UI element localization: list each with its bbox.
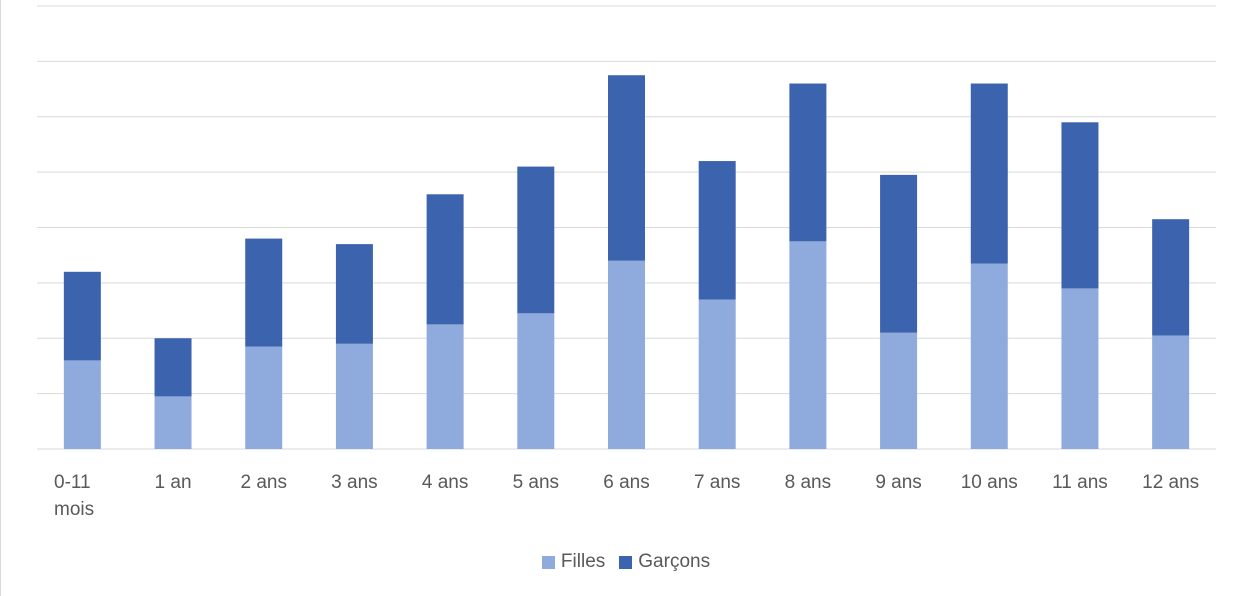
legend: Filles Garçons [0,551,1252,573]
legend-item-filles: Filles [541,551,606,573]
x-tick-label: 11 ans [1052,472,1108,493]
bar-garcons-9 [880,174,918,333]
x-tick-label: 2 ans [240,472,286,493]
bar-garcons-8 [789,83,827,242]
bar-garcons-2 [245,238,283,347]
bar-filles-8 [789,241,827,449]
bar-garcons-11 [1061,122,1099,289]
bar-garcons-7 [698,161,736,300]
stacked-bar-chart: 0-11 mois 1 an 2 ans 3 ans 4 ans 5 ans 6 ans 7 a… [37,5,1216,520]
bar-garcons-6 [608,75,645,261]
x-tick-label: 3 ans [331,472,377,493]
legend-swatch-filles [541,555,555,569]
bar-filles-4 [426,324,464,449]
bar-filles-7 [698,299,736,449]
x-tick-label: 9 ans [875,472,921,493]
legend-label-garcons: Garçons [638,551,711,572]
bar-garcons-0 [63,271,101,361]
x-tick-label: 1 an [155,472,192,493]
bar-filles-11 [1061,288,1099,449]
x-tick-label: 12 ans [1142,472,1199,493]
x-tick-label: 0-11 mois [54,472,94,520]
bar-filles-10 [970,263,1008,449]
legend-label-filles: Filles [560,551,606,572]
bar-filles-3 [335,343,373,449]
bar-filles-6 [608,260,645,449]
bar-filles-0 [63,360,101,449]
bar-filles-2 [245,346,283,449]
bar-garcons-1 [154,338,192,397]
bar-filles-9 [880,332,918,449]
bar-filles-5 [517,313,555,449]
bar-garcons-3 [335,244,373,344]
x-tick-label: 4 ans [422,472,468,493]
x-tick-label: 7 ans [694,472,740,493]
bar-garcons-10 [970,83,1008,264]
legend-item-garcons: Garçons [619,551,710,573]
x-tick-label: 10 ans [961,472,1018,493]
bar-garcons-5 [517,166,555,314]
x-tick-label: 6 ans [603,472,649,493]
bar-garcons-12 [1152,219,1190,336]
bar-filles-12 [1152,335,1190,449]
legend-swatch-garcons [619,555,633,569]
bar-garcons-4 [426,194,464,325]
x-tick-label: 5 ans [513,472,559,493]
bar-filles-1 [154,396,192,449]
x-tick-label: 8 ans [785,472,831,493]
chart-frame-border [0,0,1,596]
